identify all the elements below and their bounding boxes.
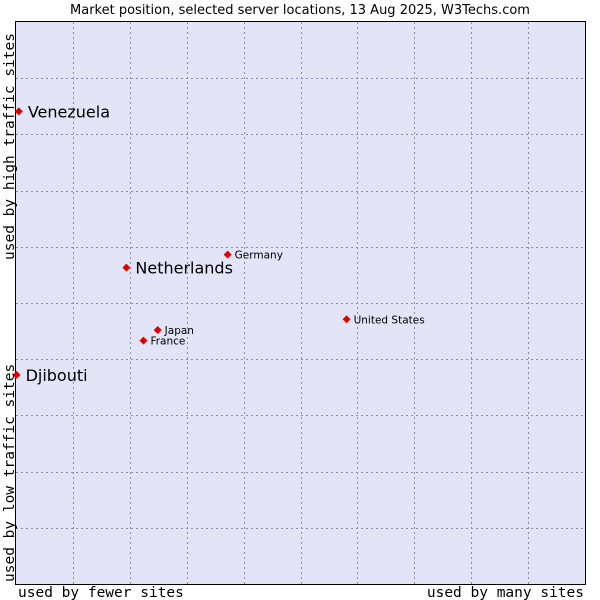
data-points: Venezuela Netherlands Djibouti Germany Unite… [12, 102, 425, 385]
point-label-netherlands: Netherlands [135, 259, 233, 278]
point-marker-djibouti [12, 370, 21, 379]
plot-area [15, 21, 586, 585]
point-marker-venezuela [14, 107, 23, 116]
point-label-japan: Japan [164, 325, 194, 337]
point-label-united-states: United States [354, 314, 425, 326]
point-marker-japan [153, 325, 162, 334]
point-label-france: France [150, 336, 185, 348]
point-marker-netherlands [122, 263, 131, 272]
x-axis-label-high: used by many sites [427, 585, 584, 600]
point-marker-united-states [342, 315, 351, 324]
point-label-venezuela: Venezuela [28, 102, 110, 121]
x-axis-label-low: used by fewer sites [18, 585, 184, 600]
chart-title: Market position, selected server locatio… [70, 3, 530, 18]
point-label-djibouti: Djibouti [26, 366, 88, 385]
point-label-germany: Germany [235, 250, 283, 262]
point-marker-germany [223, 250, 232, 259]
y-axis-label-low: used by low traffic sites [2, 364, 18, 582]
y-axis-label-high: used by high traffic sites [2, 33, 18, 260]
point-marker-france [139, 336, 148, 345]
grid-lines [16, 22, 585, 584]
